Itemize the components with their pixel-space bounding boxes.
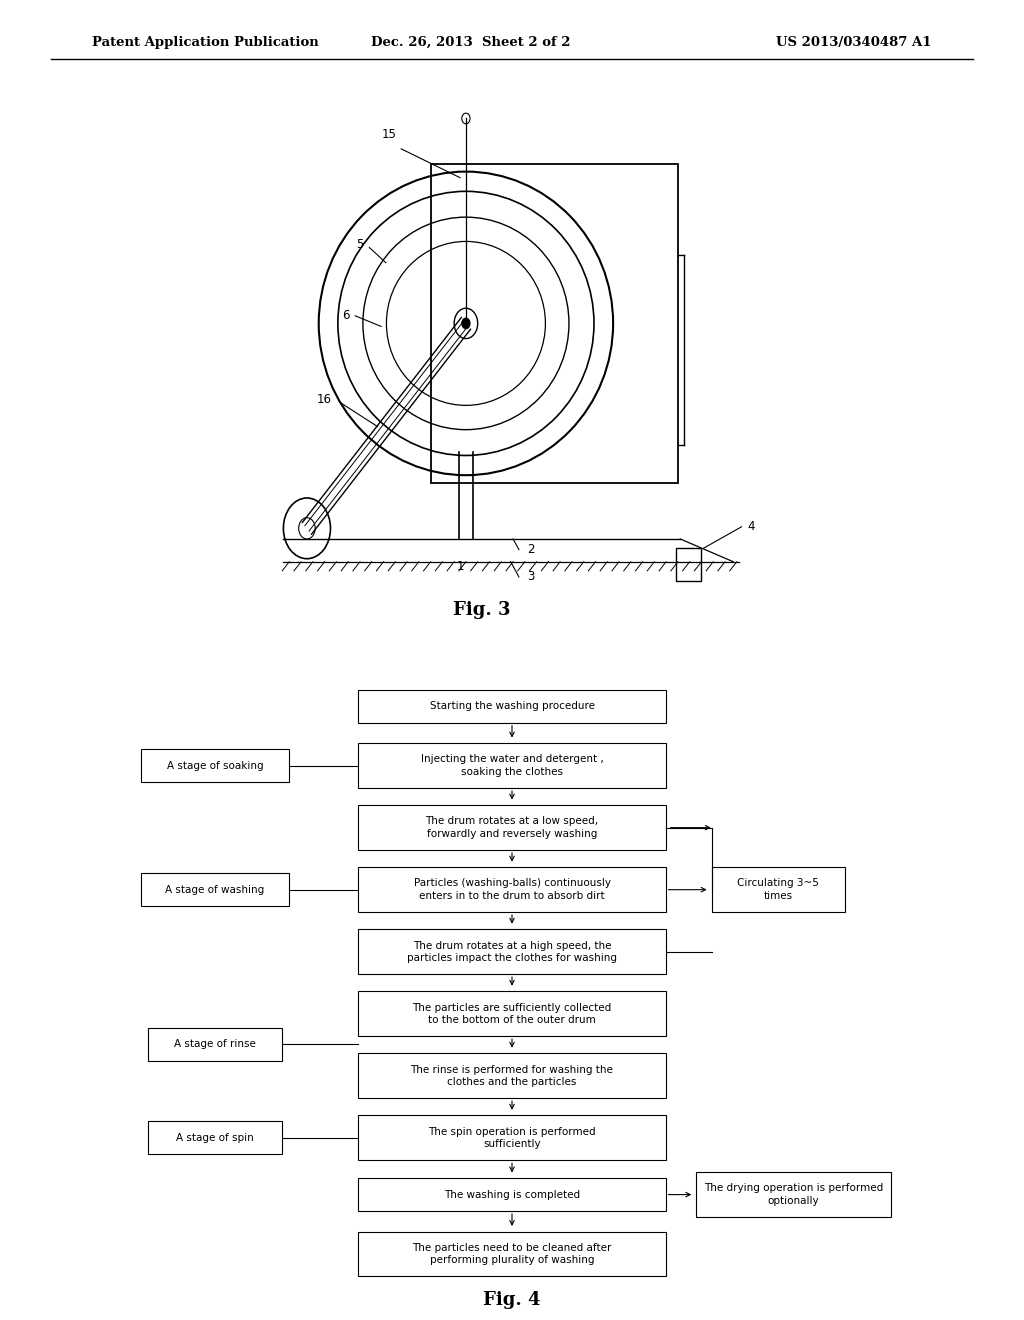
- Text: The spin operation is performed
sufficiently: The spin operation is performed sufficie…: [428, 1127, 596, 1148]
- Bar: [696, 1172, 891, 1217]
- Text: 16: 16: [317, 393, 332, 405]
- Text: A stage of rinse: A stage of rinse: [174, 1039, 256, 1049]
- Text: The drum rotates at a high speed, the
particles impact the clothes for washing: The drum rotates at a high speed, the pa…: [407, 941, 617, 962]
- Ellipse shape: [284, 498, 331, 558]
- Text: Injecting the water and detergent ,
soaking the clothes: Injecting the water and detergent , soak…: [421, 755, 603, 776]
- Bar: [358, 1177, 666, 1212]
- Bar: [148, 1122, 282, 1154]
- Text: The rinse is performed for washing the
clothes and the particles: The rinse is performed for washing the c…: [411, 1065, 613, 1086]
- Text: Fig. 3: Fig. 3: [453, 601, 510, 619]
- Text: 4: 4: [748, 520, 755, 533]
- Bar: [712, 867, 845, 912]
- Text: Patent Application Publication: Patent Application Publication: [92, 36, 318, 49]
- Text: Dec. 26, 2013  Sheet 2 of 2: Dec. 26, 2013 Sheet 2 of 2: [372, 36, 570, 49]
- Bar: [358, 1053, 666, 1098]
- Text: The washing is completed: The washing is completed: [444, 1189, 580, 1200]
- Bar: [430, 164, 678, 483]
- Bar: [358, 689, 666, 722]
- Text: The particles are sufficiently collected
to the bottom of the outer drum: The particles are sufficiently collected…: [413, 1003, 611, 1024]
- Text: 3: 3: [527, 570, 535, 583]
- Text: 15: 15: [382, 128, 397, 141]
- Bar: [141, 750, 289, 781]
- Text: Fig. 4: Fig. 4: [483, 1291, 541, 1309]
- Text: Starting the washing procedure: Starting the washing procedure: [429, 701, 595, 711]
- Text: Particles (washing-balls) continuously
enters in to the drum to absorb dirt: Particles (washing-balls) continuously e…: [414, 879, 610, 900]
- Text: 5: 5: [356, 238, 364, 251]
- Text: US 2013/0340487 A1: US 2013/0340487 A1: [776, 36, 932, 49]
- Bar: [358, 1115, 666, 1160]
- Bar: [676, 548, 701, 581]
- Bar: [358, 743, 666, 788]
- Text: A stage of soaking: A stage of soaking: [167, 760, 263, 771]
- Text: Circulating 3~5
times: Circulating 3~5 times: [737, 879, 819, 900]
- Bar: [358, 805, 666, 850]
- Bar: [358, 1232, 666, 1276]
- Text: A stage of spin: A stage of spin: [176, 1133, 254, 1143]
- Bar: [358, 991, 666, 1036]
- Text: A stage of washing: A stage of washing: [166, 884, 264, 895]
- Text: 2: 2: [527, 543, 535, 556]
- Ellipse shape: [462, 318, 470, 329]
- Bar: [148, 1027, 282, 1061]
- Text: The drying operation is performed
optionally: The drying operation is performed option…: [703, 1184, 884, 1205]
- Bar: [358, 867, 666, 912]
- Bar: [141, 874, 289, 906]
- Text: The drum rotates at a low speed,
forwardly and reversely washing: The drum rotates at a low speed, forward…: [425, 817, 599, 838]
- Text: 6: 6: [342, 309, 349, 322]
- Bar: [358, 929, 666, 974]
- Text: 1: 1: [457, 560, 464, 573]
- Text: The particles need to be cleaned after
performing plurality of washing: The particles need to be cleaned after p…: [413, 1243, 611, 1265]
